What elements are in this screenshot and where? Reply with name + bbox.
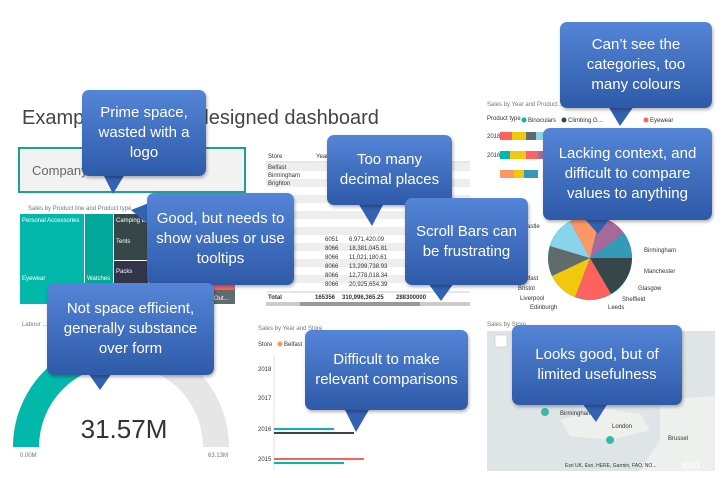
gauge-min: 0.00M [20, 453, 37, 459]
stacked-title: Sales by Year and Product... [487, 102, 563, 108]
treemap-label: Tents [116, 239, 130, 245]
table-cell: Brighton [268, 181, 290, 187]
treemap-label: Out... [214, 296, 229, 302]
bar-chart: Sales by Year and Store Store Belfast 20… [258, 326, 364, 470]
stacked-legend-title: Product type [487, 116, 521, 122]
map-label: Brussel [668, 436, 688, 442]
table-total: 310,996,365.25 [342, 295, 384, 301]
table-cell: 8066 [325, 282, 339, 288]
map-title: Sales by Store [487, 322, 527, 328]
bar-category: 2015 [258, 457, 272, 463]
pie-label: Leeds [608, 305, 624, 311]
table-cell: 8066 [325, 273, 339, 279]
map-label: Birmingham [560, 411, 592, 417]
map-label: London [612, 424, 632, 430]
pie-label: Edinburgh [530, 305, 557, 311]
treemap-label: Eyewear [22, 276, 45, 282]
logo-text: Company L [32, 163, 98, 178]
callout: Not space efficient, generally substance… [47, 283, 214, 375]
table-cell: 8066 [325, 246, 339, 252]
table-cell: 6,971,420.09 [349, 237, 385, 243]
legend-entry: Eyewear [650, 118, 673, 124]
legend-entry: Binoculars [528, 118, 556, 124]
bar-legend-title: Store [258, 342, 273, 348]
table-total: Total [268, 295, 282, 301]
pie-label: Belfast [520, 276, 539, 282]
callout: Can’t see the categories, too many colou… [560, 22, 712, 108]
callout: Good, but needs to show values or use to… [147, 193, 294, 285]
callout: Too many decimal places [327, 135, 452, 205]
pie-label: Glasgow [638, 286, 662, 292]
callout: Difficult to make relevant comparisons [305, 330, 468, 410]
callout: Scroll Bars can be frustrating [405, 198, 528, 285]
pie-label: Manchester [644, 269, 675, 275]
pie-label: Sheffield [622, 297, 645, 303]
treemap-label: Personal Accessories [22, 218, 79, 224]
legend-entry: Climbing G... [568, 118, 603, 124]
table-cell: 8066 [325, 255, 339, 261]
bar-category: 2017 [258, 396, 272, 402]
pie: Newcastle Belfast Bristol Liverpool Edin… [512, 215, 676, 311]
gauge-value: 31.57M [81, 414, 168, 444]
callout: Prime space, wasted with a logo [82, 90, 206, 176]
callout: Looks good, but of limited usefulness [512, 325, 682, 405]
stacked-category: 2016 [487, 153, 501, 159]
gauge-max: 63.13M [208, 453, 228, 459]
table-cell: 13,299,738.93 [349, 264, 388, 270]
legend-entry: Belfast [284, 342, 303, 348]
table-cell: 6051 [325, 237, 339, 243]
table-header: Store [268, 154, 283, 160]
table-cell: 12,778,018.34 [349, 273, 388, 279]
bar-category: 2018 [258, 367, 272, 373]
table-total: 165356 [315, 295, 336, 301]
stacked-bar: Sales by Year and Product... Product typ… [487, 102, 673, 178]
table-cell: 18,381,045.81 [349, 246, 388, 252]
bar-category: 2016 [258, 427, 272, 433]
stacked-category: 2018 [487, 134, 501, 140]
pie-label: Liverpool [520, 296, 544, 302]
pie-label: Birmingham [644, 248, 676, 254]
treemap-title: Sales by Product line and Product type [28, 206, 132, 212]
treemap-label: Camping E... [116, 218, 151, 224]
treemap-label: Packs [116, 269, 132, 275]
gauge-title: Labour ... [22, 322, 48, 328]
bar-title: Sales by Year and Store [258, 326, 323, 332]
table-cell: 20,925,654.39 [349, 282, 388, 288]
table-cell: Birmingham [268, 173, 300, 179]
table-cell: 11,021,180.61 [349, 255, 388, 261]
pie-label: Bristol [518, 286, 535, 292]
table-total: 288300000 [396, 295, 427, 301]
treemap-label: Watches [87, 276, 110, 282]
map-logo: esri [682, 459, 700, 471]
table-header: Year [316, 154, 328, 160]
table-cell: Belfast [268, 165, 287, 171]
map-attribution: Esri UK, Esri, HERE, Garmin, FAO, NO... [565, 463, 656, 469]
callout: Lacking context, and difficult to compar… [543, 128, 712, 220]
table-cell: 8066 [325, 264, 339, 270]
